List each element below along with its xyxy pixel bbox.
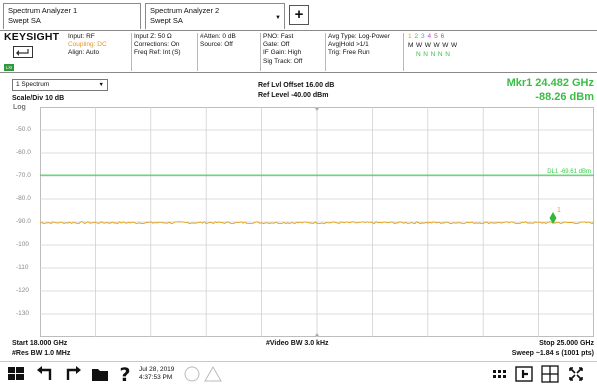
taskbar: ? Jul 28, 2019 4:37:53 PM [0, 361, 597, 385]
trace-detectors: N N N N N [416, 51, 451, 59]
center-freq-indicator [315, 333, 319, 336]
divider [325, 33, 326, 71]
y-tick-label: -80.0 [16, 195, 31, 202]
y-tick-label: -130 [16, 310, 30, 317]
trace-1 [40, 221, 594, 225]
divider [131, 33, 132, 71]
divider [403, 33, 404, 71]
marker-amplitude[interactable]: -88.26 dBm [535, 91, 594, 103]
attenuation-settings[interactable]: #Atten: 0 dB Source: Off [200, 33, 236, 49]
spectrum-plot[interactable]: DL1 -69.61 dBm 1 [40, 107, 594, 337]
tab-title: Spectrum Analyzer 2 [150, 6, 220, 15]
trace-modes: M W W W W W [408, 42, 458, 50]
average-trigger-settings[interactable]: Avg Type: Log-Power Avg|Hold >1/1 Trig: … [328, 33, 390, 57]
input-settings[interactable]: Input: RF Coupling: DC Align: Auto [68, 33, 107, 57]
divider [197, 33, 198, 71]
ref-level-offset[interactable]: Ref Lvl Offset 16.00 dB [258, 82, 335, 89]
tab-spectrum-analyzer-2[interactable]: Spectrum Analyzer 2 Swept SA ▼ [145, 3, 285, 29]
lxi-icon: LXI [4, 64, 14, 71]
y-axis-labels: -50.0 -60.0 -70.0 -80.0 -90.0 -100 -110 -120 -13… [10, 107, 40, 337]
marker-1-icon [549, 211, 557, 224]
sweep-time[interactable]: Sweep ~1.84 s (1001 pts) [511, 350, 594, 357]
touch-icon[interactable] [514, 364, 534, 384]
ref-level-indicator [315, 108, 319, 111]
tab-bar: Spectrum Analyzer 1 Swept SA Spectrum An… [0, 0, 597, 30]
marker-frequency[interactable]: Mkr1 24.482 GHz [506, 77, 594, 89]
y-tick-label: -50.0 [16, 126, 31, 133]
ref-level[interactable]: Ref Level -40.00 dBm [258, 92, 329, 99]
display-line-label: DL1 -69.61 dBm [547, 169, 591, 175]
tab-spectrum-analyzer-1[interactable]: Spectrum Analyzer 1 Swept SA [3, 3, 141, 29]
add-tab-button[interactable]: + [289, 5, 309, 25]
y-tick-label: -70.0 [16, 172, 31, 179]
multi-window-icon[interactable] [540, 364, 560, 384]
y-tick-label: -120 [16, 287, 30, 294]
impedance-settings[interactable]: Input Z: 50 Ω Corrections: On Freq Ref: … [134, 33, 181, 57]
return-icon[interactable] [13, 46, 33, 58]
brand-logo: KEYSIGHT [4, 31, 60, 43]
y-tick-label: -100 [16, 241, 30, 248]
tab-subtitle: Swept SA [8, 16, 41, 25]
window-selector[interactable]: 1 Spectrum ▼ [12, 79, 108, 91]
redo-icon[interactable] [63, 364, 83, 384]
y-tick-label: -90.0 [16, 218, 31, 225]
y-tick-label: -110 [16, 264, 29, 271]
stop-frequency[interactable]: Stop 25.000 GHz [539, 340, 594, 347]
divider [260, 33, 261, 71]
date: Jul 28, 2019 [139, 366, 175, 373]
svg-text:?: ? [119, 364, 130, 384]
marker-1-label: 1 [557, 207, 561, 214]
spectrum-window[interactable]: 1 Spectrum ▼ Scale/Div 10 dB Log Ref Lvl… [10, 77, 594, 361]
video-bandwidth[interactable]: #Video BW 3.0 kHz [266, 340, 329, 347]
time: 4:37:53 PM [139, 374, 173, 381]
fullscreen-icon[interactable] [566, 364, 586, 384]
status-triangle-icon [203, 364, 223, 384]
chevron-down-icon: ▼ [98, 82, 104, 88]
resolution-bandwidth[interactable]: #Res BW 1.0 MHz [12, 350, 71, 357]
undo-icon[interactable] [35, 364, 55, 384]
start-frequency[interactable]: Start 18.000 GHz [12, 340, 68, 347]
chevron-down-icon[interactable]: ▼ [275, 15, 281, 21]
help-icon[interactable]: ? [115, 364, 135, 384]
scale-per-div[interactable]: Scale/Div 10 dB [12, 95, 65, 102]
folder-icon[interactable] [90, 364, 110, 384]
y-tick-label: -60.0 [16, 149, 31, 156]
status-circle-icon [182, 364, 202, 384]
keypad-icon[interactable] [490, 364, 510, 384]
tab-subtitle: Swept SA [150, 16, 183, 25]
scale-type: Log [13, 104, 26, 111]
measurement-info-bar: KEYSIGHT LXI Input: RF Coupling: DC Alig… [0, 30, 597, 73]
tab-title: Spectrum Analyzer 1 [8, 6, 78, 15]
gate-settings[interactable]: PNO: Fast Gate: Off IF Gain: High Sig Tr… [263, 33, 303, 65]
windows-start-icon[interactable] [6, 364, 26, 384]
